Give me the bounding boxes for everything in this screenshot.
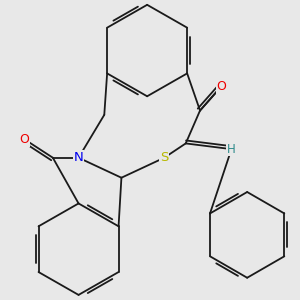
Text: N: N: [74, 151, 83, 164]
Text: O: O: [217, 80, 226, 93]
Text: H: H: [227, 142, 236, 156]
Text: S: S: [160, 151, 169, 164]
Text: O: O: [19, 133, 29, 146]
